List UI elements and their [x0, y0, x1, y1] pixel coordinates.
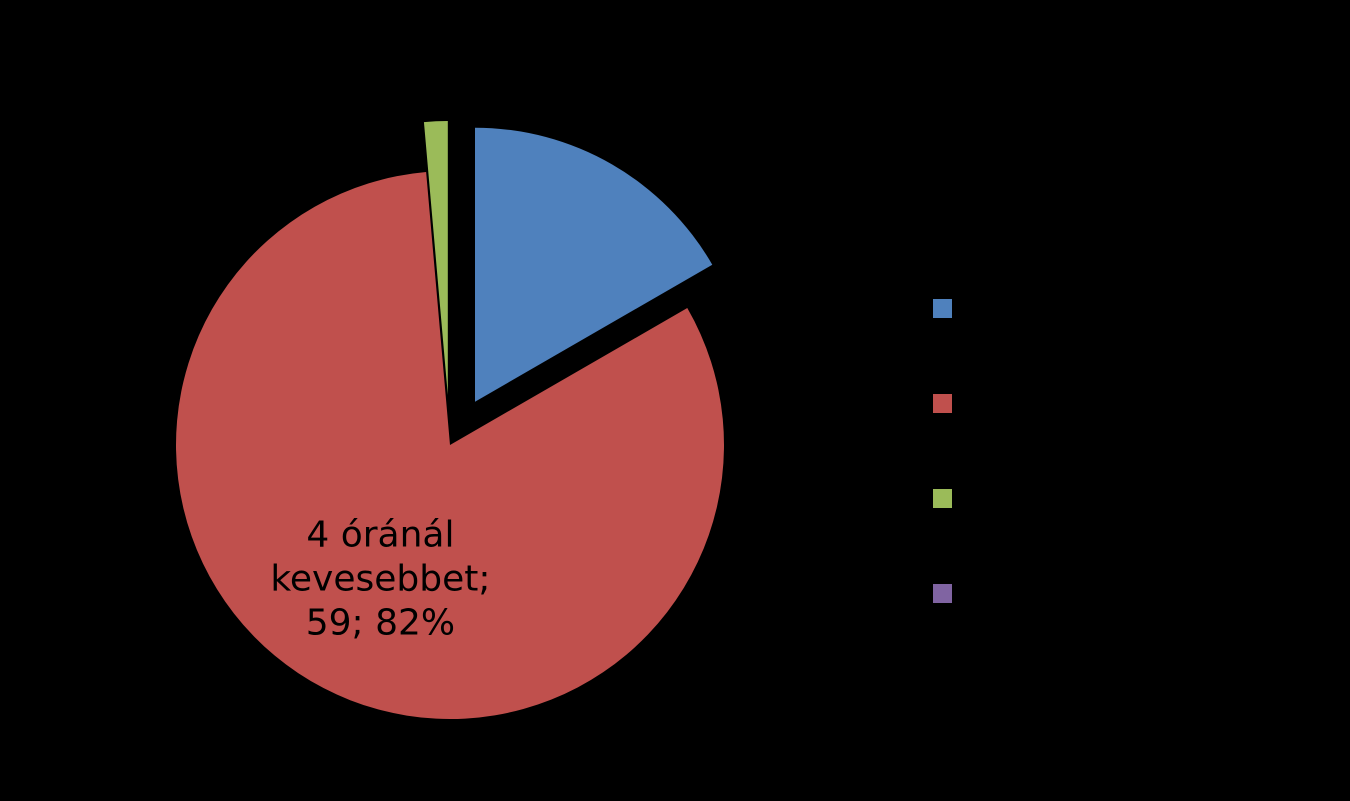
- pie-slice-3: [423, 121, 448, 396]
- legend-swatch-2: [933, 394, 952, 413]
- chart-legend: [933, 299, 952, 603]
- slice-data-label-line: kevesebbet;: [270, 559, 490, 600]
- legend-swatch-4: [933, 584, 952, 603]
- slice-data-label-line: 4 óránál: [306, 515, 454, 556]
- pie-data-labels: 4 óránál kevesebbet; 59; 82%: [270, 515, 490, 644]
- slice-data-label: 4 óránál kevesebbet; 59; 82%: [270, 515, 490, 644]
- pie-slices: [175, 121, 724, 719]
- slice-data-label-line: 59; 82%: [306, 603, 455, 644]
- legend-swatch-1: [933, 299, 952, 318]
- legend-swatch-3: [933, 489, 952, 508]
- pie-slice-1: [475, 127, 713, 402]
- pie-slice-2: [175, 172, 724, 719]
